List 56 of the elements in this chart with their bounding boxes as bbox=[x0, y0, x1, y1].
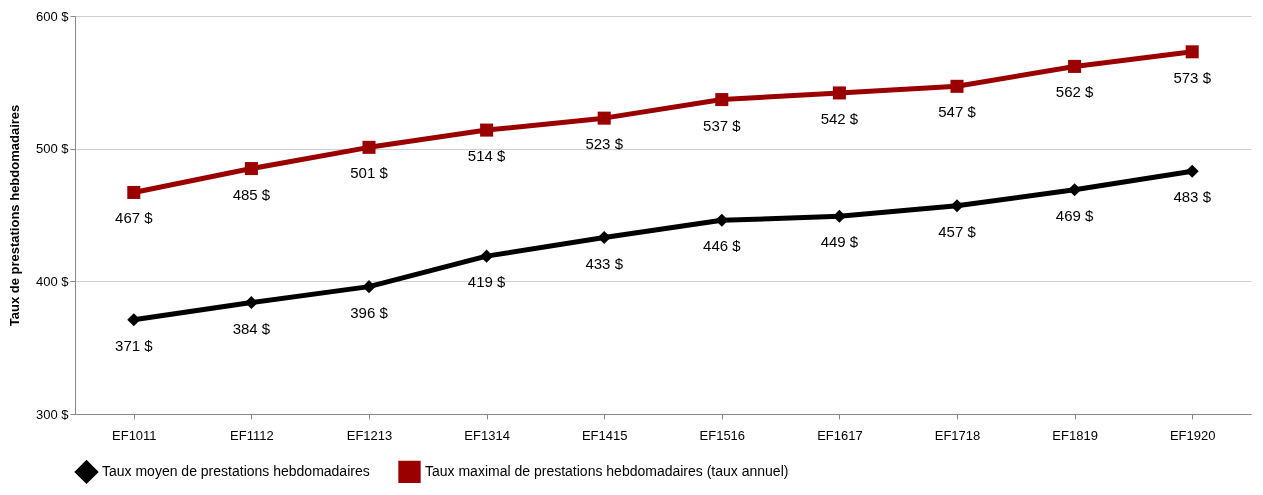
y-tick-label: 600 $ bbox=[35, 8, 70, 24]
point bbox=[715, 213, 729, 227]
x-tick-label: EF1617 bbox=[817, 427, 863, 443]
point bbox=[950, 79, 964, 93]
x-tick-label: EF1314 bbox=[464, 427, 510, 443]
point bbox=[597, 231, 611, 245]
x-tick-label: EF1718 bbox=[934, 427, 981, 443]
data-label: 483 $ bbox=[1173, 188, 1212, 206]
x-tick-label: EF1011 bbox=[112, 427, 157, 443]
y-tick-label: 300 $ bbox=[35, 406, 70, 422]
point bbox=[127, 313, 141, 327]
data-label: 537 $ bbox=[703, 116, 742, 134]
point bbox=[832, 86, 846, 100]
point bbox=[597, 111, 611, 125]
point bbox=[1185, 45, 1199, 59]
data-label: 501 $ bbox=[350, 164, 389, 182]
point bbox=[244, 296, 258, 310]
x-tick-label: EF1415 bbox=[581, 427, 628, 443]
point bbox=[715, 93, 729, 107]
point bbox=[950, 199, 964, 213]
data-label: 419 $ bbox=[467, 273, 507, 291]
data-label: 467 $ bbox=[115, 209, 154, 227]
data-label: 523 $ bbox=[585, 135, 624, 153]
point bbox=[480, 249, 494, 263]
data-label: 469 $ bbox=[1055, 206, 1095, 224]
data-label: 396 $ bbox=[350, 303, 389, 321]
data-label: 573 $ bbox=[1173, 68, 1212, 86]
x-tick-label: EF1920 bbox=[1169, 427, 1216, 443]
data-label: 542 $ bbox=[820, 109, 859, 127]
data-label: 446 $ bbox=[703, 237, 742, 255]
x-tick-label: EF1112 bbox=[230, 427, 274, 443]
point bbox=[127, 185, 141, 199]
data-label: 485 $ bbox=[232, 185, 271, 203]
x-tick-label: EF1819 bbox=[1052, 427, 1098, 443]
data-label: 547 $ bbox=[938, 103, 977, 121]
point bbox=[1068, 59, 1082, 73]
y-tick-label: 400 $ bbox=[35, 273, 70, 289]
y-tick-label: 500 $ bbox=[35, 141, 70, 157]
data-label: 514 $ bbox=[467, 147, 507, 165]
x-tick-label: EF1213 bbox=[346, 427, 393, 443]
point bbox=[1068, 183, 1082, 197]
x-tick-label: EF1516 bbox=[699, 427, 746, 443]
y-axis-title: Taux de prestations hebdomadaires bbox=[6, 104, 22, 327]
point bbox=[1185, 164, 1199, 178]
data-label: 384 $ bbox=[232, 319, 271, 337]
data-label: 433 $ bbox=[585, 254, 624, 272]
point bbox=[362, 140, 376, 154]
point bbox=[362, 280, 376, 294]
data-label: 562 $ bbox=[1055, 83, 1095, 101]
data-label: 371 $ bbox=[115, 336, 154, 354]
point bbox=[244, 162, 258, 176]
point bbox=[480, 123, 494, 137]
legend-label: Taux maximal de prestations hebdomadaires (taux annuel) bbox=[425, 462, 789, 479]
data-label: 449 $ bbox=[820, 233, 859, 251]
legend-label: Taux moyen de prestations hebdomadaires bbox=[102, 462, 370, 479]
data-label: 457 $ bbox=[938, 222, 977, 240]
